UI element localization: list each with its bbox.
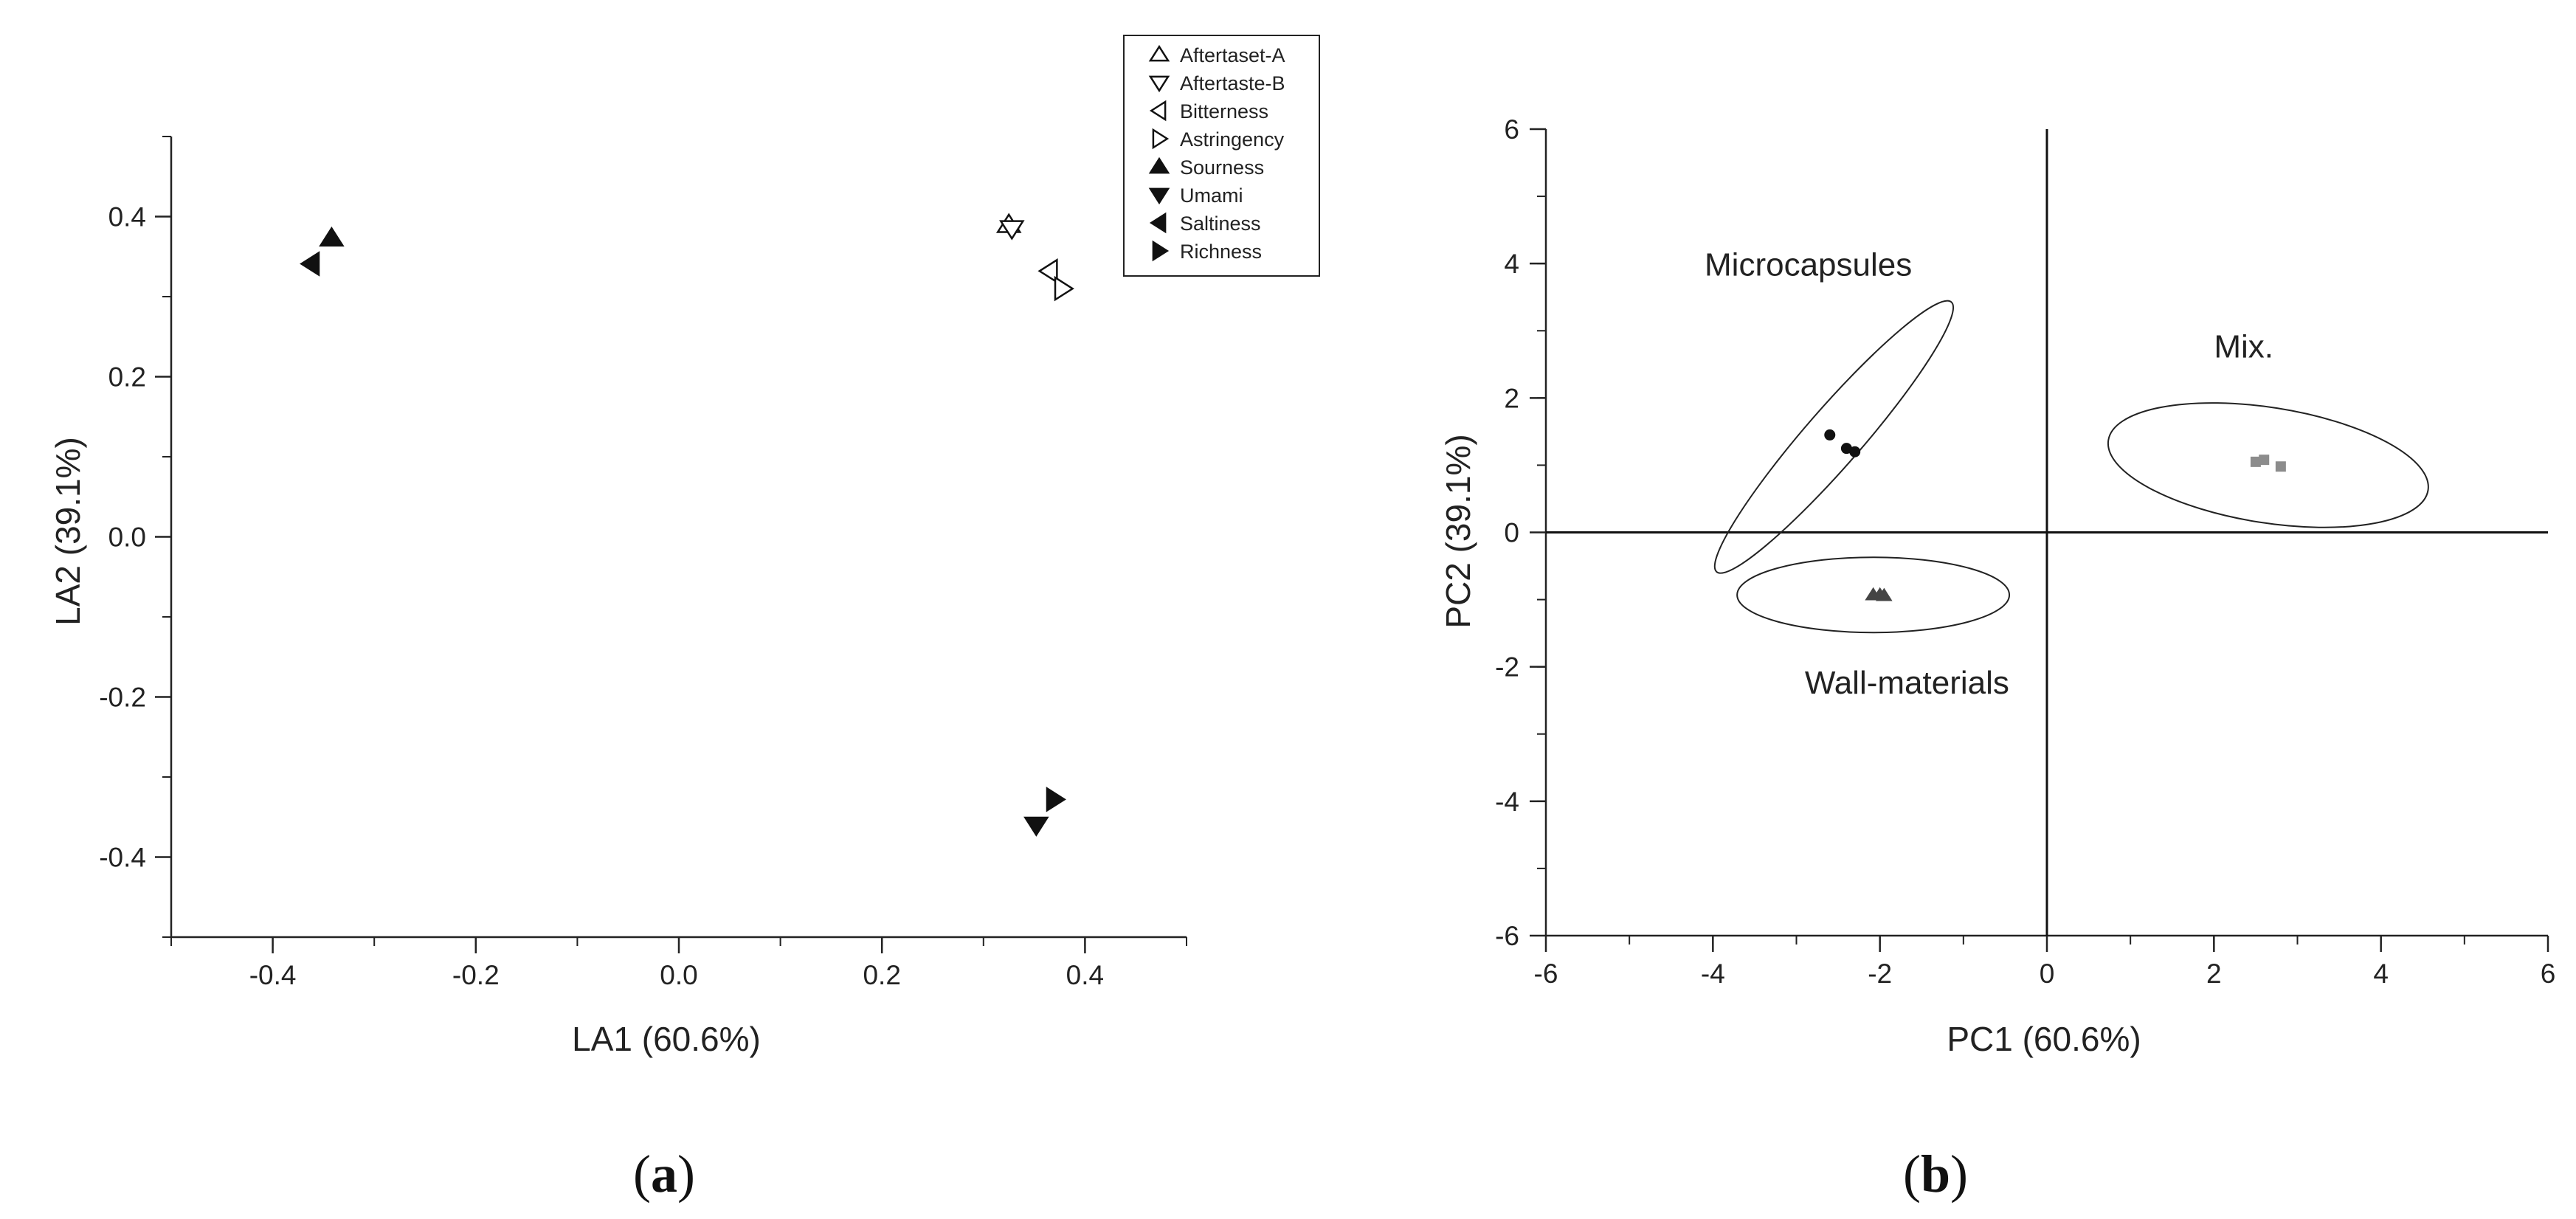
panel-a-point-astringency bbox=[1054, 275, 1074, 302]
panel-a-legend-label: Umami bbox=[1180, 184, 1243, 207]
panel-b-group-label-microcapsules: Microcapsules bbox=[1705, 247, 1912, 283]
panel-b-y-tick-label: 4 bbox=[1504, 249, 1519, 279]
panel-a-legend-marker-aftertaset-a bbox=[1148, 44, 1170, 62]
panel-a-legend-marker-bitterness bbox=[1149, 100, 1167, 122]
panel-a-legend-marker-richness bbox=[1152, 240, 1170, 262]
panel-b-y-tick-label: -2 bbox=[1495, 652, 1519, 683]
panel-b-x-tick-label: -2 bbox=[1868, 959, 1892, 989]
panel-a-legend-marker-saltiness bbox=[1149, 212, 1167, 234]
panel-b-label-letter: b bbox=[1920, 1144, 1951, 1204]
panel-a-legend: Aftertaset-A Aftertaste-B Bitterness Astrin… bbox=[1123, 35, 1320, 277]
panel-a-legend-label: Saltiness bbox=[1180, 213, 1261, 235]
panel-a-x-tick-label: 0.4 bbox=[1066, 960, 1104, 990]
panel-b-point-mix bbox=[2275, 461, 2286, 472]
panel-b-group-label-wall-materials: Wall-materials bbox=[1805, 665, 2009, 701]
panel-a-x-tick-label: 0.0 bbox=[660, 960, 697, 990]
panel-b-point-wall-materials bbox=[1876, 587, 1893, 601]
panel-b-label: (b) bbox=[1903, 1144, 1968, 1205]
panel-a-legend-label: Aftertaste-B bbox=[1180, 72, 1285, 94]
panel-b-label-open: ( bbox=[1903, 1144, 1921, 1204]
panel-b-y-tick-label: -4 bbox=[1495, 787, 1519, 817]
panel-a-label-close: ) bbox=[677, 1144, 695, 1204]
panel-a-y-tick-label: 0.0 bbox=[108, 522, 146, 553]
panel-a-y-tick-label: -0.4 bbox=[99, 843, 146, 873]
panel-b-ellipse-mix bbox=[2107, 402, 2429, 528]
panel-a-legend-label: Aftertaset-A bbox=[1180, 44, 1285, 66]
panel-a-y-axis-title: LA2 (39.1%) bbox=[49, 437, 87, 626]
panel-a-legend-marker-umami bbox=[1148, 187, 1170, 205]
panel-a-legend-marker-aftertaste-b bbox=[1148, 75, 1170, 93]
panel-b-x-tick-label: 4 bbox=[2373, 959, 2389, 989]
panel-a-point-aftertaste-b bbox=[999, 220, 1025, 241]
panel-a-point-bitterness bbox=[1037, 258, 1058, 284]
panel-a-legend-label: Richness bbox=[1180, 241, 1262, 263]
panel-b-y-axis-title: PC2 (39.1%) bbox=[1439, 434, 1477, 628]
panel-a-label-letter: a bbox=[650, 1144, 677, 1204]
panel-a-chart: -0.4 -0.2 0.0 0.2 0.4 -0.4 -0.2 0.0 0.2 0.4 LA1 (… bbox=[49, 35, 1320, 1058]
panel-b-point-mix bbox=[2259, 455, 2270, 466]
panel-a-label-open: ( bbox=[633, 1144, 651, 1204]
panel-a-legend-marker-sourness bbox=[1148, 156, 1170, 174]
panel-b-ellipse-wall-materials bbox=[1736, 556, 2011, 634]
panel-b-y-tick-label: -6 bbox=[1495, 921, 1519, 951]
panel-a-legend-label: Sourness bbox=[1180, 156, 1264, 179]
panel-a-x-tick-label: -0.4 bbox=[249, 960, 297, 990]
panel-a-x-tick-label: -0.2 bbox=[452, 960, 500, 990]
panel-a-label: (a) bbox=[633, 1144, 695, 1205]
panel-b-x-tick-label: -4 bbox=[1701, 959, 1725, 989]
panel-b-label-close: ) bbox=[1950, 1144, 1969, 1204]
panel-a-legend-label: Bitterness bbox=[1180, 100, 1268, 122]
panel-a-y-tick-label: 0.4 bbox=[108, 202, 146, 232]
panel-a-point-saltiness bbox=[300, 251, 320, 277]
panel-a-y-tick-label: -0.2 bbox=[99, 683, 146, 713]
panel-a-legend-box bbox=[1123, 35, 1320, 277]
panel-b-point-microcapsules bbox=[1824, 429, 1836, 441]
panel-b-point-mix bbox=[2250, 456, 2261, 467]
panel-a-point-umami bbox=[1023, 816, 1049, 837]
panel-b-x-tick-label: 0 bbox=[2040, 959, 2055, 989]
panel-a-point-richness bbox=[1046, 787, 1066, 812]
panel-b-x-tick-label: 6 bbox=[2541, 959, 2556, 989]
panel-b-chart: -6 -4 -2 0 2 4 6 -6 -4 -2 0 2 4 6 Microcapsules Wall-ma… bbox=[1439, 114, 2555, 1058]
panel-a-legend-marker-astringency bbox=[1152, 128, 1170, 150]
panel-b-x-tick-label: -6 bbox=[1534, 959, 1558, 989]
panel-b-x-axis-title: PC1 (60.6%) bbox=[1947, 1020, 2141, 1058]
panel-a-x-tick-label: 0.2 bbox=[863, 960, 900, 990]
panel-b-y-tick-label: 0 bbox=[1504, 518, 1519, 548]
panel-a-y-tick-label: 0.2 bbox=[108, 362, 146, 393]
panel-b-y-tick-label: 2 bbox=[1504, 383, 1519, 413]
panel-a-legend-label: Astringency bbox=[1180, 128, 1285, 151]
panel-a-x-axis-title: LA1 (60.6%) bbox=[572, 1020, 761, 1058]
panel-a-point-sourness bbox=[319, 226, 345, 247]
panel-b-point-microcapsules bbox=[1849, 446, 1861, 457]
panel-b-x-tick-label: 2 bbox=[2206, 959, 2222, 989]
panel-b-group-label-mix: Mix. bbox=[2214, 329, 2273, 365]
panel-b-y-tick-label: 6 bbox=[1504, 114, 1519, 145]
